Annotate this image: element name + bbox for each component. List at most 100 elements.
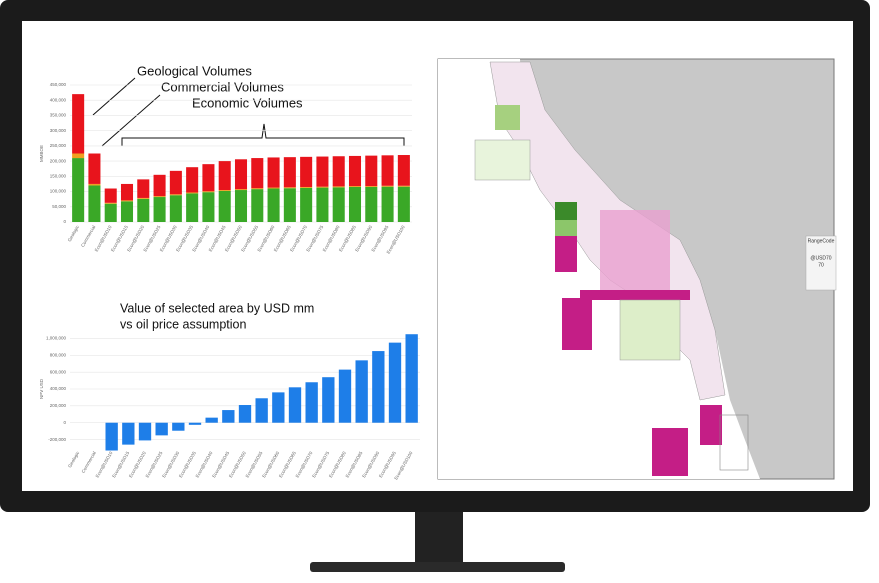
bar-segment xyxy=(267,187,280,189)
bar-segment xyxy=(104,203,117,222)
y-tick-label: 200,000 xyxy=(50,403,67,408)
bar-segment xyxy=(120,201,134,222)
bar-segment xyxy=(104,188,117,203)
bar-segment xyxy=(72,94,85,154)
bar-segment xyxy=(283,157,296,188)
bar-segment xyxy=(300,156,313,187)
y-tick-label: 400,000 xyxy=(50,97,67,102)
annotation: Economic Volumes xyxy=(192,95,303,110)
bar xyxy=(105,422,118,451)
bar-segment xyxy=(202,164,215,192)
map-block xyxy=(619,299,681,361)
bar-segment xyxy=(300,187,313,222)
bar xyxy=(155,422,168,436)
map-block xyxy=(555,220,577,236)
bar-segment xyxy=(218,161,231,191)
bar-segment xyxy=(153,196,166,198)
bar-segment xyxy=(348,155,362,187)
y-tick-label: 450,000 xyxy=(50,82,67,87)
y-tick-label: 600,000 xyxy=(50,369,67,374)
map-block xyxy=(495,105,520,130)
chart-title: Value of selected area by USD mm xyxy=(120,301,314,315)
bar xyxy=(288,387,302,423)
y-tick-label: 100,000 xyxy=(50,189,67,194)
bar-segment xyxy=(251,189,264,222)
y-axis-label: MMBOE xyxy=(39,145,44,162)
bar-segment xyxy=(234,190,248,222)
bar-segment xyxy=(267,188,280,222)
y-tick-label: 200,000 xyxy=(50,158,67,163)
y-tick-label: 300,000 xyxy=(50,128,67,133)
bar-segment xyxy=(283,188,296,222)
bar-segment xyxy=(381,155,394,186)
map-block xyxy=(555,236,577,272)
y-axis-label: NPV USD xyxy=(39,378,44,399)
bar-segment xyxy=(348,186,362,187)
bar-segment xyxy=(88,185,101,222)
bar xyxy=(205,417,218,423)
bar-segment xyxy=(169,195,182,222)
map-legend-title: RangeCode xyxy=(808,238,835,244)
bar-segment xyxy=(218,190,231,191)
bar xyxy=(338,369,352,423)
bar-segment xyxy=(316,186,329,188)
map-block xyxy=(652,428,688,476)
bar-segment xyxy=(202,192,215,222)
map-block xyxy=(600,210,670,300)
annotation: Geological Volumes xyxy=(137,63,252,78)
bar-segment xyxy=(137,197,150,199)
bar-segment xyxy=(153,174,166,197)
bar-segment xyxy=(72,153,85,159)
bar-segment xyxy=(186,192,199,194)
bar-segment xyxy=(251,158,264,189)
bar-segment xyxy=(397,155,410,186)
map-block xyxy=(580,290,690,300)
y-tick-label: 800,000 xyxy=(50,352,67,357)
bar-segment xyxy=(186,167,199,193)
map-legend-box xyxy=(805,235,837,291)
bar xyxy=(222,410,235,423)
bar-segment xyxy=(316,187,329,222)
bar xyxy=(405,334,418,423)
arrow xyxy=(92,77,136,116)
bar-segment xyxy=(332,186,345,188)
annotation: Commercial Volumes xyxy=(161,79,284,94)
map-block xyxy=(555,202,577,220)
y-tick-label: 150,000 xyxy=(50,174,67,179)
bar-segment xyxy=(72,158,85,222)
bar-segment xyxy=(169,170,182,195)
bar-segment xyxy=(202,191,215,193)
bar-segment xyxy=(251,188,264,190)
map-legend-value: 70 xyxy=(818,262,824,268)
brace xyxy=(121,123,405,146)
map: RangeCode @USD70 70 xyxy=(437,58,837,480)
bar-segment xyxy=(120,200,134,202)
bar-segment xyxy=(234,189,248,191)
map-block xyxy=(562,298,592,350)
y-tick-label: 50,000 xyxy=(52,204,66,209)
bar xyxy=(255,398,268,423)
bar xyxy=(172,422,185,431)
bar xyxy=(238,405,252,423)
map-legend-item: @USD70 xyxy=(810,255,831,261)
bar-segment xyxy=(267,157,280,188)
y-tick-label: 400,000 xyxy=(50,386,67,391)
bar-segment xyxy=(120,183,134,201)
stand-neck xyxy=(415,512,463,564)
bar-segment xyxy=(283,187,296,189)
y-tick-label: 0 xyxy=(63,420,66,425)
bar-segment xyxy=(234,159,248,190)
bar xyxy=(372,351,385,423)
bar xyxy=(188,422,202,425)
y-tick-label: 250,000 xyxy=(50,143,67,148)
bar xyxy=(388,342,402,423)
map-block xyxy=(700,405,722,445)
bar xyxy=(122,422,135,445)
bar-segment xyxy=(186,193,199,222)
bar-segment xyxy=(397,185,410,187)
bar-segment xyxy=(169,194,182,196)
y-tick-label: 1,000,000 xyxy=(46,336,67,341)
arrow xyxy=(101,94,161,147)
